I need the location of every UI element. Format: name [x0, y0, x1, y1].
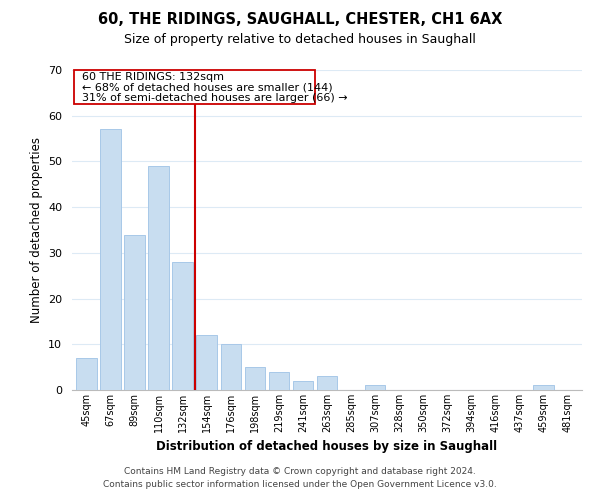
- Text: Contains HM Land Registry data © Crown copyright and database right 2024.: Contains HM Land Registry data © Crown c…: [124, 467, 476, 476]
- Bar: [148, 166, 169, 390]
- Y-axis label: Number of detached properties: Number of detached properties: [29, 137, 43, 323]
- Bar: [100, 130, 121, 390]
- Bar: [172, 262, 193, 390]
- Text: 60 THE RIDINGS: 132sqm: 60 THE RIDINGS: 132sqm: [82, 72, 224, 83]
- Bar: [365, 386, 385, 390]
- Bar: [124, 234, 145, 390]
- Bar: [533, 386, 554, 390]
- X-axis label: Distribution of detached houses by size in Saughall: Distribution of detached houses by size …: [157, 440, 497, 454]
- Text: 60, THE RIDINGS, SAUGHALL, CHESTER, CH1 6AX: 60, THE RIDINGS, SAUGHALL, CHESTER, CH1 …: [98, 12, 502, 28]
- Bar: [196, 335, 217, 390]
- Text: Contains public sector information licensed under the Open Government Licence v3: Contains public sector information licen…: [103, 480, 497, 489]
- Text: Size of property relative to detached houses in Saughall: Size of property relative to detached ho…: [124, 32, 476, 46]
- Bar: [221, 344, 241, 390]
- Bar: [76, 358, 97, 390]
- Bar: [269, 372, 289, 390]
- Bar: [293, 381, 313, 390]
- Bar: [317, 376, 337, 390]
- FancyBboxPatch shape: [74, 70, 315, 104]
- Text: 31% of semi-detached houses are larger (66) →: 31% of semi-detached houses are larger (…: [82, 94, 347, 104]
- Bar: [245, 367, 265, 390]
- Text: ← 68% of detached houses are smaller (144): ← 68% of detached houses are smaller (14…: [82, 83, 332, 93]
